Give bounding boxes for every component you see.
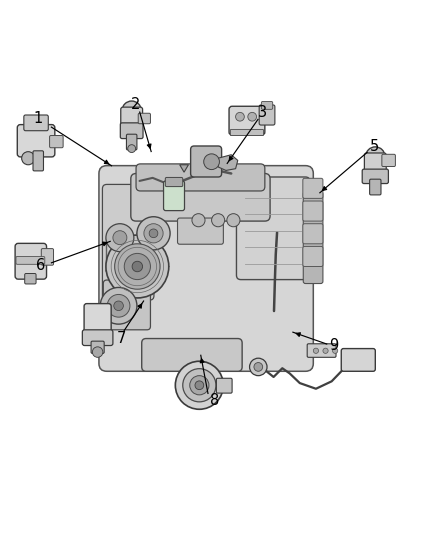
Circle shape: [106, 235, 169, 298]
Circle shape: [190, 376, 209, 395]
FancyBboxPatch shape: [303, 224, 323, 244]
FancyBboxPatch shape: [33, 151, 43, 171]
FancyBboxPatch shape: [24, 115, 48, 131]
Circle shape: [183, 369, 216, 402]
Circle shape: [227, 214, 240, 227]
Circle shape: [132, 261, 143, 272]
FancyBboxPatch shape: [82, 330, 113, 345]
Circle shape: [248, 112, 257, 121]
Text: 6: 6: [36, 258, 46, 273]
Circle shape: [144, 224, 163, 243]
Circle shape: [195, 381, 204, 390]
Polygon shape: [218, 155, 238, 171]
FancyBboxPatch shape: [239, 177, 267, 215]
FancyBboxPatch shape: [138, 113, 150, 124]
Circle shape: [204, 154, 219, 169]
Circle shape: [21, 152, 35, 165]
FancyBboxPatch shape: [303, 201, 323, 221]
FancyBboxPatch shape: [163, 181, 184, 211]
FancyBboxPatch shape: [142, 338, 242, 372]
Circle shape: [175, 361, 223, 409]
FancyBboxPatch shape: [15, 244, 46, 279]
Text: 1: 1: [33, 111, 42, 126]
Circle shape: [212, 214, 225, 227]
Circle shape: [250, 358, 267, 376]
FancyBboxPatch shape: [131, 174, 270, 221]
FancyBboxPatch shape: [362, 169, 389, 183]
FancyBboxPatch shape: [121, 107, 143, 128]
Circle shape: [100, 287, 137, 324]
FancyBboxPatch shape: [16, 256, 45, 264]
FancyBboxPatch shape: [206, 177, 234, 215]
FancyBboxPatch shape: [237, 177, 310, 280]
FancyBboxPatch shape: [141, 177, 168, 215]
Text: 7: 7: [117, 330, 126, 345]
Circle shape: [366, 147, 385, 166]
Circle shape: [332, 348, 338, 353]
FancyBboxPatch shape: [99, 166, 313, 372]
FancyBboxPatch shape: [103, 280, 150, 330]
FancyBboxPatch shape: [216, 378, 232, 393]
FancyBboxPatch shape: [303, 192, 323, 284]
Circle shape: [313, 348, 318, 353]
FancyBboxPatch shape: [382, 154, 396, 166]
Circle shape: [137, 217, 170, 250]
FancyBboxPatch shape: [84, 304, 111, 336]
FancyBboxPatch shape: [165, 177, 183, 187]
FancyBboxPatch shape: [91, 341, 104, 353]
Circle shape: [128, 144, 136, 152]
Text: 3: 3: [258, 106, 267, 120]
FancyBboxPatch shape: [261, 101, 273, 109]
FancyBboxPatch shape: [173, 177, 201, 215]
FancyBboxPatch shape: [177, 218, 223, 244]
FancyBboxPatch shape: [41, 248, 53, 265]
FancyBboxPatch shape: [25, 273, 36, 284]
FancyBboxPatch shape: [307, 344, 336, 357]
FancyBboxPatch shape: [370, 179, 381, 195]
FancyBboxPatch shape: [136, 164, 265, 191]
Circle shape: [122, 101, 141, 120]
FancyBboxPatch shape: [102, 184, 154, 300]
FancyBboxPatch shape: [259, 105, 275, 125]
Circle shape: [236, 112, 244, 121]
FancyBboxPatch shape: [229, 106, 265, 135]
FancyBboxPatch shape: [17, 125, 55, 157]
FancyBboxPatch shape: [341, 349, 375, 372]
FancyBboxPatch shape: [303, 179, 323, 198]
Text: 5: 5: [369, 139, 378, 154]
Circle shape: [107, 294, 130, 317]
Text: 8: 8: [210, 393, 219, 408]
FancyBboxPatch shape: [127, 134, 137, 150]
Circle shape: [113, 231, 127, 245]
Circle shape: [149, 229, 158, 238]
FancyBboxPatch shape: [364, 153, 386, 174]
Text: 2: 2: [131, 98, 141, 112]
FancyBboxPatch shape: [49, 135, 63, 148]
Circle shape: [254, 362, 263, 372]
Circle shape: [106, 224, 134, 252]
Circle shape: [192, 214, 205, 227]
FancyBboxPatch shape: [230, 130, 264, 135]
Circle shape: [115, 244, 160, 289]
Circle shape: [323, 348, 328, 353]
FancyBboxPatch shape: [303, 246, 323, 266]
Circle shape: [114, 301, 124, 311]
Text: 9: 9: [329, 338, 338, 353]
Circle shape: [124, 253, 150, 280]
FancyBboxPatch shape: [120, 123, 143, 139]
Polygon shape: [180, 165, 188, 172]
Circle shape: [92, 347, 103, 357]
FancyBboxPatch shape: [191, 146, 222, 177]
